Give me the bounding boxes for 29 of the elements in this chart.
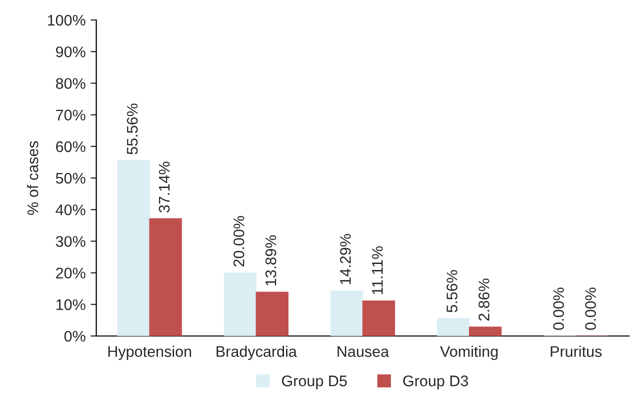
data-label: 20.00%	[233, 216, 244, 266]
y-tick-label: 100%	[48, 14, 86, 26]
data-label: 0.00%	[585, 288, 596, 330]
y-tick-label: 30%	[56, 236, 86, 247]
legend-label: Group D5	[282, 376, 347, 390]
y-tick-label: 40%	[56, 204, 86, 216]
y-tick-label: 20%	[56, 268, 86, 278]
data-label: 5.56%	[446, 270, 458, 312]
data-label: 2.86%	[478, 278, 490, 321]
legend-label: Group D3	[403, 376, 468, 390]
x-tick-label: Pruritus	[550, 346, 602, 357]
y-tick-label: 70%	[56, 110, 86, 120]
data-label: 55.56%	[126, 104, 138, 154]
y-tick-label: 50%	[56, 172, 86, 184]
y-tick-label: 90%	[56, 46, 86, 58]
x-tick-label: Bradycardia	[216, 346, 297, 360]
data-label: 13.89%	[265, 235, 276, 286]
data-label: 14.29%	[340, 234, 351, 284]
y-tick-label: 80%	[56, 78, 86, 89]
x-tick-label: Vomiting	[440, 346, 498, 360]
y-tick-label: 60%	[56, 141, 86, 152]
y-axis-title: % of cases	[27, 141, 38, 215]
y-tick-label: 10%	[56, 299, 86, 310]
x-tick-label: Hypotension	[108, 346, 192, 360]
data-label: 0.00%	[553, 288, 564, 330]
x-tick-label: Nausea	[338, 346, 390, 357]
y-tick-label: 0%	[64, 330, 86, 342]
data-label: 11.11%	[372, 246, 383, 294]
data-label: 37.14%	[158, 162, 170, 212]
